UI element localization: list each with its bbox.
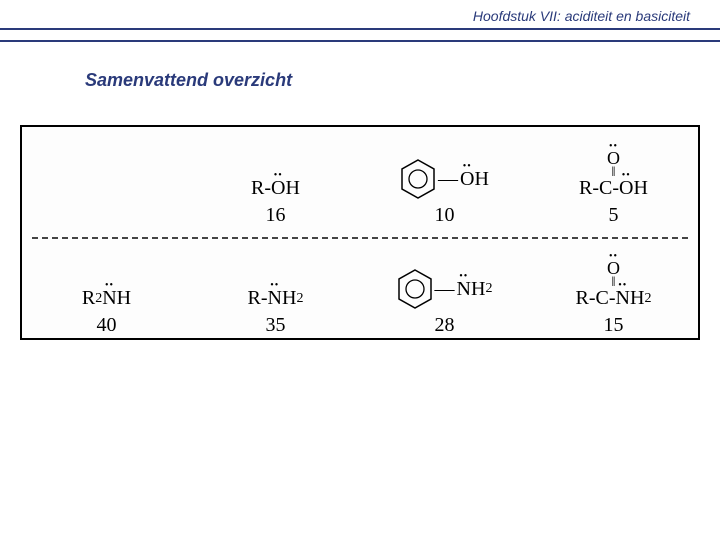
lonepair-oxygen: ••O [619, 177, 633, 200]
header-rule-bottom [0, 40, 720, 42]
pka-carboxylic: 5 [609, 204, 619, 227]
cell-r1c2-alcohol: R-••OH 16 [191, 177, 360, 227]
page-subtitle: Samenvattend overzicht [85, 70, 292, 91]
pka-amide: 15 [604, 314, 624, 337]
formula-prefix: R-C- [579, 177, 619, 200]
pka-phenol: 10 [435, 204, 455, 227]
benzene-ring-icon [397, 268, 433, 310]
row-oxygen: R-••OH 16 — ••OH 10 ••O ‖ R [22, 137, 698, 227]
pka-r2nh: 40 [97, 314, 117, 337]
cell-r2c2-primary-amine: R-••NH2 35 [191, 287, 360, 337]
formula-suffix: H [117, 287, 131, 310]
cell-r2c1-secondary-amine: R2••NH 40 [22, 287, 191, 337]
lonepair-nitrogen: ••N [616, 287, 630, 310]
pka-rnh2: 35 [266, 314, 286, 337]
formula-amide: R-C-••NH2 [576, 287, 652, 310]
chapter-title: Hoofdstuk VII: aciditeit en basiciteit [473, 8, 690, 24]
formula-r2nh: R2••NH [82, 287, 131, 310]
formula-suffix: H [471, 278, 485, 301]
subscript: 2 [95, 291, 102, 307]
subscript: 2 [644, 291, 651, 307]
formula-suffix: H [630, 287, 644, 310]
formula-suffix: H [475, 168, 489, 191]
cell-r2c4-amide: ••O ‖ R-C-••NH2 15 [529, 258, 698, 337]
pka-aniline: 28 [435, 314, 455, 337]
lonepair-oxygen: ••O [460, 168, 474, 191]
formula-prefix: R- [248, 287, 268, 310]
lonepair-oxygen: ••O [271, 177, 285, 200]
formula-carboxylic: R-C-••OH [579, 177, 648, 200]
formula-suffix: H [286, 177, 300, 200]
formula-rnh2: R-••NH2 [248, 287, 304, 310]
formula-suffix: H [634, 177, 648, 200]
lonepair-nitrogen: ••N [457, 278, 471, 301]
dashed-divider [32, 237, 688, 239]
formula-aniline: — ••NH2 [397, 268, 493, 310]
header-rule-top [0, 28, 720, 30]
cell-r1c4-carboxylic: ••O ‖ R-C-••OH 5 [529, 148, 698, 227]
subscript: 2 [485, 281, 492, 297]
lonepair-nitrogen: ••N [102, 287, 116, 310]
formula-alcohol: R-••OH [251, 177, 300, 200]
carbonyl-o: ••O [607, 148, 620, 169]
summary-diagram: R-••OH 16 — ••OH 10 ••O ‖ R [20, 125, 700, 340]
lonepair-nitrogen: ••N [268, 287, 282, 310]
row-nitrogen: R2••NH 40 R-••NH2 35 — ••NH2 28 [22, 247, 698, 337]
subscript: 2 [296, 291, 303, 307]
formula-prefix: R [82, 287, 95, 310]
formula-prefix: R-C- [576, 287, 616, 310]
cell-r1c3-phenol: — ••OH 10 [360, 158, 529, 227]
cell-r2c3-aniline: — ••NH2 28 [360, 268, 529, 337]
pka-alcohol: 16 [266, 204, 286, 227]
formula-phenol: — ••OH [400, 158, 489, 200]
carbonyl-o: ••O [607, 258, 620, 279]
benzene-ring-icon [400, 158, 436, 200]
formula-suffix: H [282, 287, 296, 310]
formula-prefix: R- [251, 177, 271, 200]
